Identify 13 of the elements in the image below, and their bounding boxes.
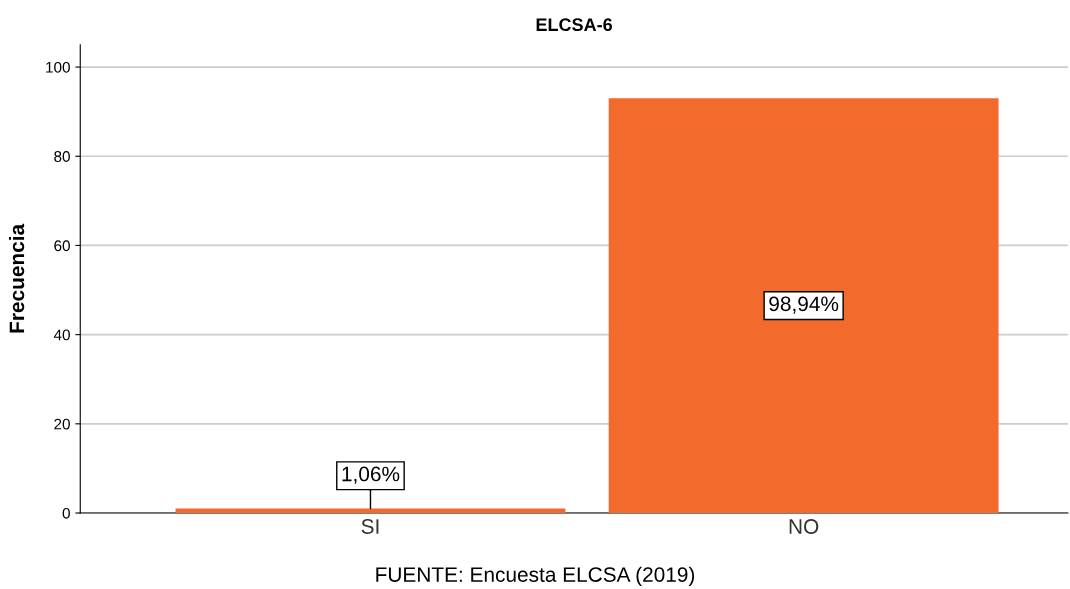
source-note: FUENTE: Encuesta ELCSA (2019) [376,566,695,587]
y-tick-label: 100 [46,61,70,73]
y-tick-label: 20 [54,418,70,430]
y-tick-label: 80 [54,151,70,162]
y-tick-label: 40 [53,329,70,341]
x-tick-label: NO [789,519,819,534]
y-tick-label: 0 [62,507,70,519]
y-axis-title: Frecuencia [8,223,25,333]
annotation: 98,94% [769,296,839,314]
chart-title: ELCSA-6 [536,18,613,32]
x-tick-label: SI [361,519,379,534]
y-tick-label: 60 [54,240,70,252]
annotation: 1,06% [342,466,400,484]
